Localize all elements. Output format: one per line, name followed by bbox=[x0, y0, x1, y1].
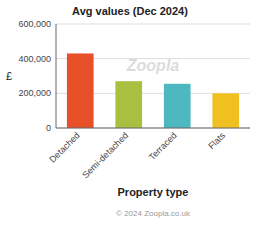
x-axis-line bbox=[56, 128, 250, 129]
y-axis-line bbox=[56, 24, 57, 128]
y-tick-label: 600,000 bbox=[18, 19, 51, 29]
bars bbox=[67, 53, 239, 128]
bar bbox=[67, 53, 94, 128]
copyright: © 2024 Zoopla.co.uk bbox=[116, 209, 191, 218]
x-tick-label: Detached bbox=[47, 130, 81, 164]
grid-line bbox=[56, 24, 250, 25]
y-tick-label: 200,000 bbox=[18, 88, 51, 98]
chart: Avg values (Dec 2024) 0 200,000 400,000 600,… bbox=[0, 0, 260, 225]
bar bbox=[115, 81, 142, 128]
watermark: Zoopla bbox=[126, 57, 180, 74]
y-tick-label: 400,000 bbox=[18, 54, 51, 64]
x-axis-label: Property type bbox=[118, 186, 189, 198]
x-tick-label: Terraced bbox=[147, 130, 179, 162]
y-axis-label: £ bbox=[6, 70, 12, 82]
y-tick-label: 0 bbox=[46, 123, 51, 133]
bar bbox=[164, 84, 191, 128]
title: Avg values (Dec 2024) bbox=[72, 5, 188, 17]
grid-line bbox=[56, 128, 250, 129]
bar bbox=[212, 93, 239, 128]
x-tick-label: Flats bbox=[206, 130, 227, 151]
x-tick-label: Semi-detached bbox=[80, 130, 130, 180]
